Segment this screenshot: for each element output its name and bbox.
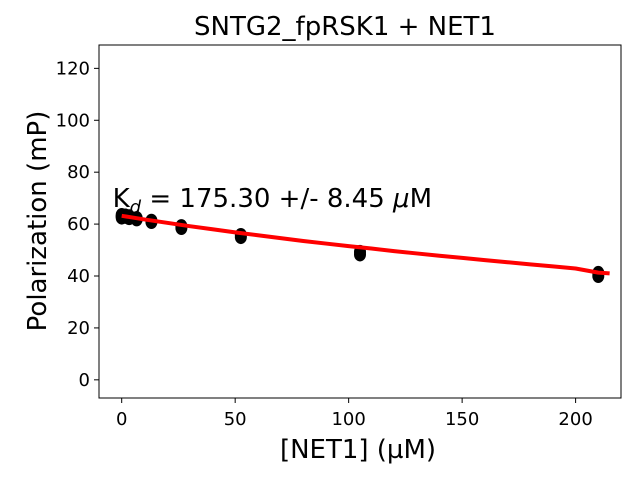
x-tick-label: 0: [116, 409, 127, 430]
y-axis: 0 20 40 60 80 100 120: [56, 58, 99, 391]
kd-subscript: d: [130, 197, 142, 218]
y-tick-label: 40: [67, 266, 90, 287]
y-tick-label: 100: [56, 110, 90, 131]
kd-symbol: K: [113, 184, 131, 214]
x-tick-label: 100: [331, 409, 365, 430]
x-axis: 0 50 100 150 200: [116, 398, 593, 430]
x-tick-label: 50: [224, 409, 247, 430]
x-tick-label: 150: [445, 409, 479, 430]
chart-title: SNTG2_fpRSK1 + NET1: [194, 12, 496, 42]
plot-frame: [98, 44, 622, 399]
kd-value: = 175.30 +/- 8.45: [141, 184, 393, 214]
y-tick-label: 80: [67, 162, 90, 183]
y-tick-label: 0: [79, 370, 90, 391]
y-tick-label: 60: [67, 214, 90, 235]
y-axis-label: Polarization (mP): [23, 111, 53, 332]
kd-unit-greek: μ: [392, 184, 410, 214]
fit-curve: [121, 213, 610, 276]
x-axis-label: [NET1] (µM): [280, 435, 436, 465]
y-tick-label: 120: [56, 58, 90, 79]
plot-area: [115, 208, 610, 284]
kd-unit: M: [410, 184, 432, 214]
kd-annotation: Kd = 175.30 +/- 8.45 μM: [113, 184, 432, 218]
x-tick-label: 200: [558, 409, 592, 430]
y-tick-label: 20: [67, 318, 90, 339]
